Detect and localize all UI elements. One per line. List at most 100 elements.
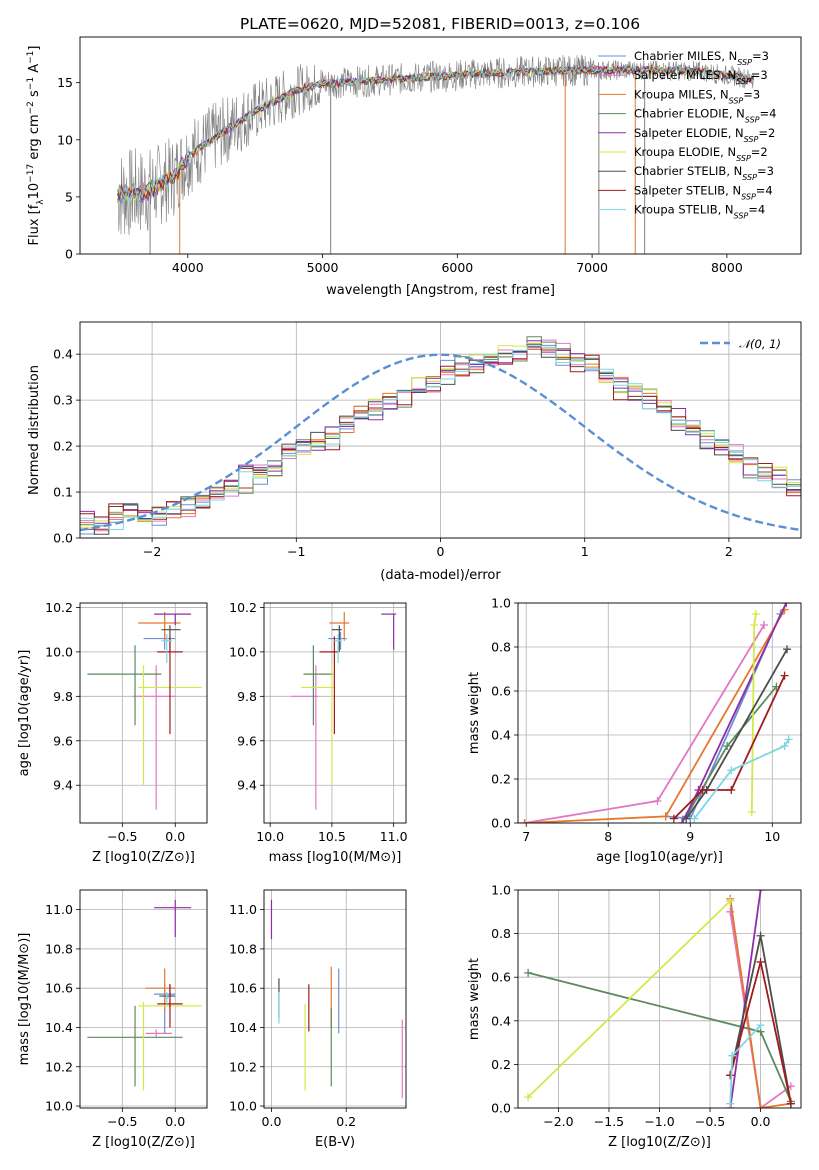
y-tick-label: 10.2: [229, 1059, 257, 1074]
x-axis-label: Z [log10(Z/Z⊙)]: [608, 1135, 711, 1150]
y-tick-label: 0.8: [491, 640, 511, 655]
x-tick-label: 0.0: [165, 829, 185, 844]
errorbar-salpeter_elodie: [154, 613, 192, 626]
plot-area: [524, 890, 795, 1108]
errorbar-kroupa_stelib: [163, 992, 170, 1004]
plot-area: [520, 603, 793, 823]
errorbar-chabrier_elodie: [87, 645, 162, 726]
y-tick-label: 0.0: [491, 816, 511, 831]
grid: [80, 322, 801, 539]
x-axis-label: mass [log10(M/M⊙)]: [269, 850, 402, 865]
axes-frame: [79, 36, 802, 255]
point-marker: [756, 1104, 765, 1108]
y-tick-label: 15: [57, 75, 73, 90]
point-marker: [747, 808, 756, 816]
y-tick-label: 9.8: [53, 689, 73, 704]
ticks: −0.5 0.0 9.4 9.6 9.8 10.0 10.2: [45, 600, 185, 844]
legend-label: Salpeter ELODIE, NSSP=2: [634, 126, 775, 144]
errorbar-kroupa_miles: [138, 611, 181, 641]
errorbar-chabrier_elodie: [87, 1005, 183, 1087]
point-marker: [520, 819, 529, 823]
point-marker: [756, 957, 765, 966]
x-tick-label: −2: [143, 544, 161, 559]
x-axis-label: age [log10(age/yr)]: [596, 850, 723, 865]
x-tick-label: 4000: [172, 260, 204, 275]
x-tick-label: 10: [764, 829, 780, 844]
point-marker: [726, 1099, 735, 1108]
y-tick-label: 1.0: [491, 883, 511, 898]
series-salpeter_stelib: [726, 957, 795, 1108]
y-axis-label: Normed distribution: [27, 365, 42, 495]
grid: [264, 890, 406, 1108]
errorbar-salpeter_stelib: [157, 984, 183, 1028]
plot-area: [80, 336, 801, 535]
x-axis-label: Z [log10(Z/Z⊙)]: [92, 1135, 195, 1150]
y-tick-label: 0.3: [53, 393, 73, 408]
y-tick-label: 0.2: [491, 772, 511, 787]
histogram-chabrier_elodie: [80, 336, 801, 527]
x-tick-label: 2: [725, 544, 733, 559]
errorbar-chabrier_elodie: [303, 645, 334, 726]
y-tick-label: 0: [65, 247, 73, 262]
point-marker: [727, 786, 736, 794]
x-tick-label: 7: [522, 829, 530, 844]
errorbar-salpeter_elodie: [154, 899, 192, 938]
ticks: 0.0 0.2 10.0 10.2 10.4 10.6 10.8 11.0: [229, 902, 356, 1129]
y-tick-label: 10: [57, 132, 73, 147]
errorbar-salpeter_stelib: [157, 636, 183, 735]
plot-area: [87, 899, 202, 1091]
y-tick-label: 11.0: [229, 902, 257, 917]
point-marker: [756, 890, 765, 894]
x-tick-label: 9: [686, 829, 694, 844]
y-tick-label: 10.8: [45, 941, 73, 956]
point-marker: [690, 814, 699, 823]
x-axis-label: Z [log10(Z/Z⊙)]: [92, 850, 195, 865]
errorbar-kroupa_miles: [329, 611, 350, 641]
x-tick-label: 0: [437, 544, 445, 559]
y-tick-label: 0.4: [53, 347, 73, 362]
ticks: 7 8 9 10 0.0 0.2 0.4 0.6 0.8 1.0: [491, 596, 780, 845]
legend-label: Kroupa MILES, NSSP=3: [634, 87, 760, 105]
x-tick-label: 1: [581, 544, 589, 559]
point-marker: [524, 968, 533, 977]
legend-label: 𝒩(0, 1): [739, 337, 781, 351]
x-axis-label: E(B-V): [315, 1135, 355, 1150]
histogram-salpeter_stelib: [80, 346, 801, 530]
x-tick-label: 10.0: [256, 829, 284, 844]
age-vs-mass-panel: 10.0 10.5 11.0 9.4 9.6 9.8 10.0 10.2 mass [log10…: [229, 600, 407, 865]
point-marker: [661, 812, 670, 821]
point-marker: [760, 621, 769, 629]
errorbar-salpeter_stelib: [319, 636, 339, 735]
y-tick-label: 9.6: [237, 733, 257, 748]
x-tick-label: −0.5: [107, 1114, 137, 1129]
point-marker: [727, 766, 736, 775]
weight-vs-age-panel: 7 8 9 10 0.0 0.2 0.4 0.6 0.8 1.0 age [log10(age/yr…: [467, 596, 802, 865]
y-tick-label: 10.4: [229, 1020, 257, 1035]
y-tick-label: 0.8: [491, 926, 511, 941]
y-tick-label: 0.1: [53, 485, 73, 500]
plot-area: [270, 899, 403, 1099]
legend-label: Salpeter MILES, NSSP=3: [634, 68, 768, 86]
x-tick-label: 6000: [441, 260, 473, 275]
y-tick-label: 0.2: [53, 439, 73, 454]
point-marker: [782, 603, 791, 607]
y-tick-label: 1.0: [491, 596, 511, 611]
y-tick-label: 0.6: [491, 684, 511, 699]
ticks: 4000 5000 6000 7000 8000 0 5 10 15: [57, 75, 743, 275]
point-marker: [678, 819, 687, 823]
grid: [264, 603, 406, 823]
y-tick-label: 10.2: [45, 600, 73, 615]
legend-label: Kroupa STELIB, NSSP=4: [634, 203, 765, 221]
x-tick-label: 0.0: [262, 1114, 282, 1129]
y-axis-label: Flux [fλ10−17 erg cm−2 s−1 A−1]: [26, 46, 46, 246]
point-marker: [698, 786, 707, 794]
point-marker: [780, 671, 789, 680]
ticks: −2.0 −1.5 −1.0 −0.5 0.0 0.0 0.2 0.4 0.6 0.8 1.0: [491, 883, 770, 1130]
y-tick-label: 0.6: [491, 970, 511, 985]
legend-label: Chabrier MILES, NSSP=3: [634, 49, 769, 67]
observed-spectrum: [117, 54, 755, 236]
axes-frame: [79, 602, 208, 824]
point-marker: [786, 1099, 795, 1108]
y-tick-label: 0.4: [491, 1013, 511, 1028]
x-tick-label: 8: [604, 829, 612, 844]
